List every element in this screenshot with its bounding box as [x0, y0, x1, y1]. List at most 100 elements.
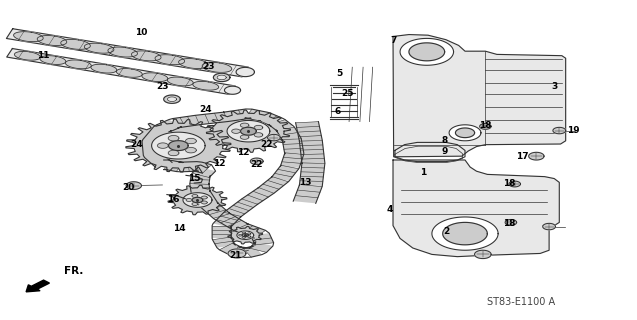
- Polygon shape: [240, 123, 249, 127]
- Text: 24: 24: [131, 140, 143, 149]
- Polygon shape: [409, 43, 445, 61]
- Polygon shape: [37, 36, 67, 45]
- Text: 12: 12: [213, 159, 226, 168]
- Polygon shape: [282, 139, 304, 154]
- Polygon shape: [192, 197, 203, 203]
- Polygon shape: [108, 47, 138, 57]
- Text: 1: 1: [420, 168, 427, 177]
- Polygon shape: [13, 32, 43, 42]
- Polygon shape: [245, 109, 268, 121]
- Polygon shape: [224, 109, 251, 121]
- Polygon shape: [241, 127, 256, 135]
- Text: 11: 11: [37, 52, 50, 60]
- Polygon shape: [179, 162, 198, 172]
- Polygon shape: [242, 188, 274, 204]
- Polygon shape: [232, 129, 240, 133]
- Polygon shape: [185, 138, 196, 144]
- Polygon shape: [190, 175, 210, 184]
- Polygon shape: [217, 75, 226, 80]
- Polygon shape: [152, 132, 205, 159]
- Text: 3: 3: [551, 82, 557, 91]
- Polygon shape: [213, 212, 241, 228]
- Polygon shape: [250, 158, 263, 164]
- Polygon shape: [228, 249, 246, 258]
- Polygon shape: [509, 181, 520, 187]
- Polygon shape: [126, 182, 141, 189]
- Text: 22: 22: [260, 140, 273, 149]
- Polygon shape: [237, 231, 254, 239]
- Polygon shape: [480, 124, 491, 129]
- Text: 16: 16: [167, 195, 180, 204]
- Polygon shape: [239, 234, 242, 236]
- Polygon shape: [269, 120, 294, 131]
- Polygon shape: [125, 119, 231, 172]
- Polygon shape: [131, 51, 161, 61]
- Polygon shape: [201, 203, 230, 218]
- Polygon shape: [242, 232, 245, 234]
- Polygon shape: [145, 153, 172, 167]
- Polygon shape: [190, 184, 210, 192]
- Polygon shape: [271, 165, 299, 181]
- Polygon shape: [201, 201, 207, 204]
- Polygon shape: [293, 185, 322, 203]
- Polygon shape: [225, 199, 257, 217]
- Polygon shape: [254, 133, 262, 137]
- Polygon shape: [553, 127, 566, 134]
- Text: 9: 9: [441, 147, 448, 156]
- Text: 24: 24: [199, 105, 211, 114]
- Polygon shape: [201, 196, 207, 199]
- Polygon shape: [202, 62, 232, 72]
- Polygon shape: [192, 190, 218, 206]
- Polygon shape: [240, 135, 249, 139]
- Polygon shape: [299, 140, 325, 164]
- Polygon shape: [173, 116, 200, 128]
- Polygon shape: [157, 143, 168, 148]
- Polygon shape: [248, 233, 251, 235]
- Polygon shape: [192, 195, 197, 197]
- Polygon shape: [91, 64, 117, 73]
- Polygon shape: [168, 97, 176, 101]
- Text: 14: 14: [173, 224, 186, 233]
- Text: 23: 23: [156, 82, 169, 91]
- Polygon shape: [183, 193, 212, 207]
- Polygon shape: [258, 177, 289, 193]
- Polygon shape: [228, 227, 262, 244]
- Polygon shape: [432, 217, 498, 250]
- Polygon shape: [400, 38, 454, 65]
- Polygon shape: [213, 73, 230, 82]
- Polygon shape: [219, 243, 243, 255]
- Text: 6: 6: [334, 108, 341, 116]
- Polygon shape: [193, 81, 218, 90]
- Polygon shape: [6, 29, 248, 77]
- Polygon shape: [529, 152, 544, 160]
- Polygon shape: [142, 141, 162, 156]
- Polygon shape: [206, 110, 290, 152]
- Text: 19: 19: [567, 126, 580, 135]
- Polygon shape: [164, 160, 183, 172]
- Polygon shape: [235, 223, 266, 238]
- Polygon shape: [393, 160, 559, 257]
- Polygon shape: [224, 86, 241, 94]
- Polygon shape: [168, 135, 179, 141]
- Polygon shape: [61, 39, 90, 49]
- Polygon shape: [299, 163, 325, 186]
- Text: 20: 20: [122, 183, 135, 192]
- Text: 5: 5: [336, 69, 343, 78]
- Polygon shape: [178, 59, 208, 68]
- Polygon shape: [248, 236, 251, 237]
- Polygon shape: [15, 52, 40, 60]
- Text: 10: 10: [135, 28, 148, 37]
- Polygon shape: [475, 250, 491, 259]
- Polygon shape: [142, 73, 168, 82]
- Text: 8: 8: [441, 136, 448, 145]
- Text: ST83-E1100 A: ST83-E1100 A: [487, 297, 555, 307]
- Text: 18: 18: [479, 121, 492, 130]
- Text: 12: 12: [237, 148, 250, 157]
- Polygon shape: [186, 198, 192, 202]
- Polygon shape: [258, 113, 283, 126]
- Polygon shape: [212, 226, 231, 238]
- Polygon shape: [233, 247, 250, 257]
- Polygon shape: [443, 222, 487, 245]
- Polygon shape: [168, 185, 227, 215]
- Text: 23: 23: [203, 62, 215, 71]
